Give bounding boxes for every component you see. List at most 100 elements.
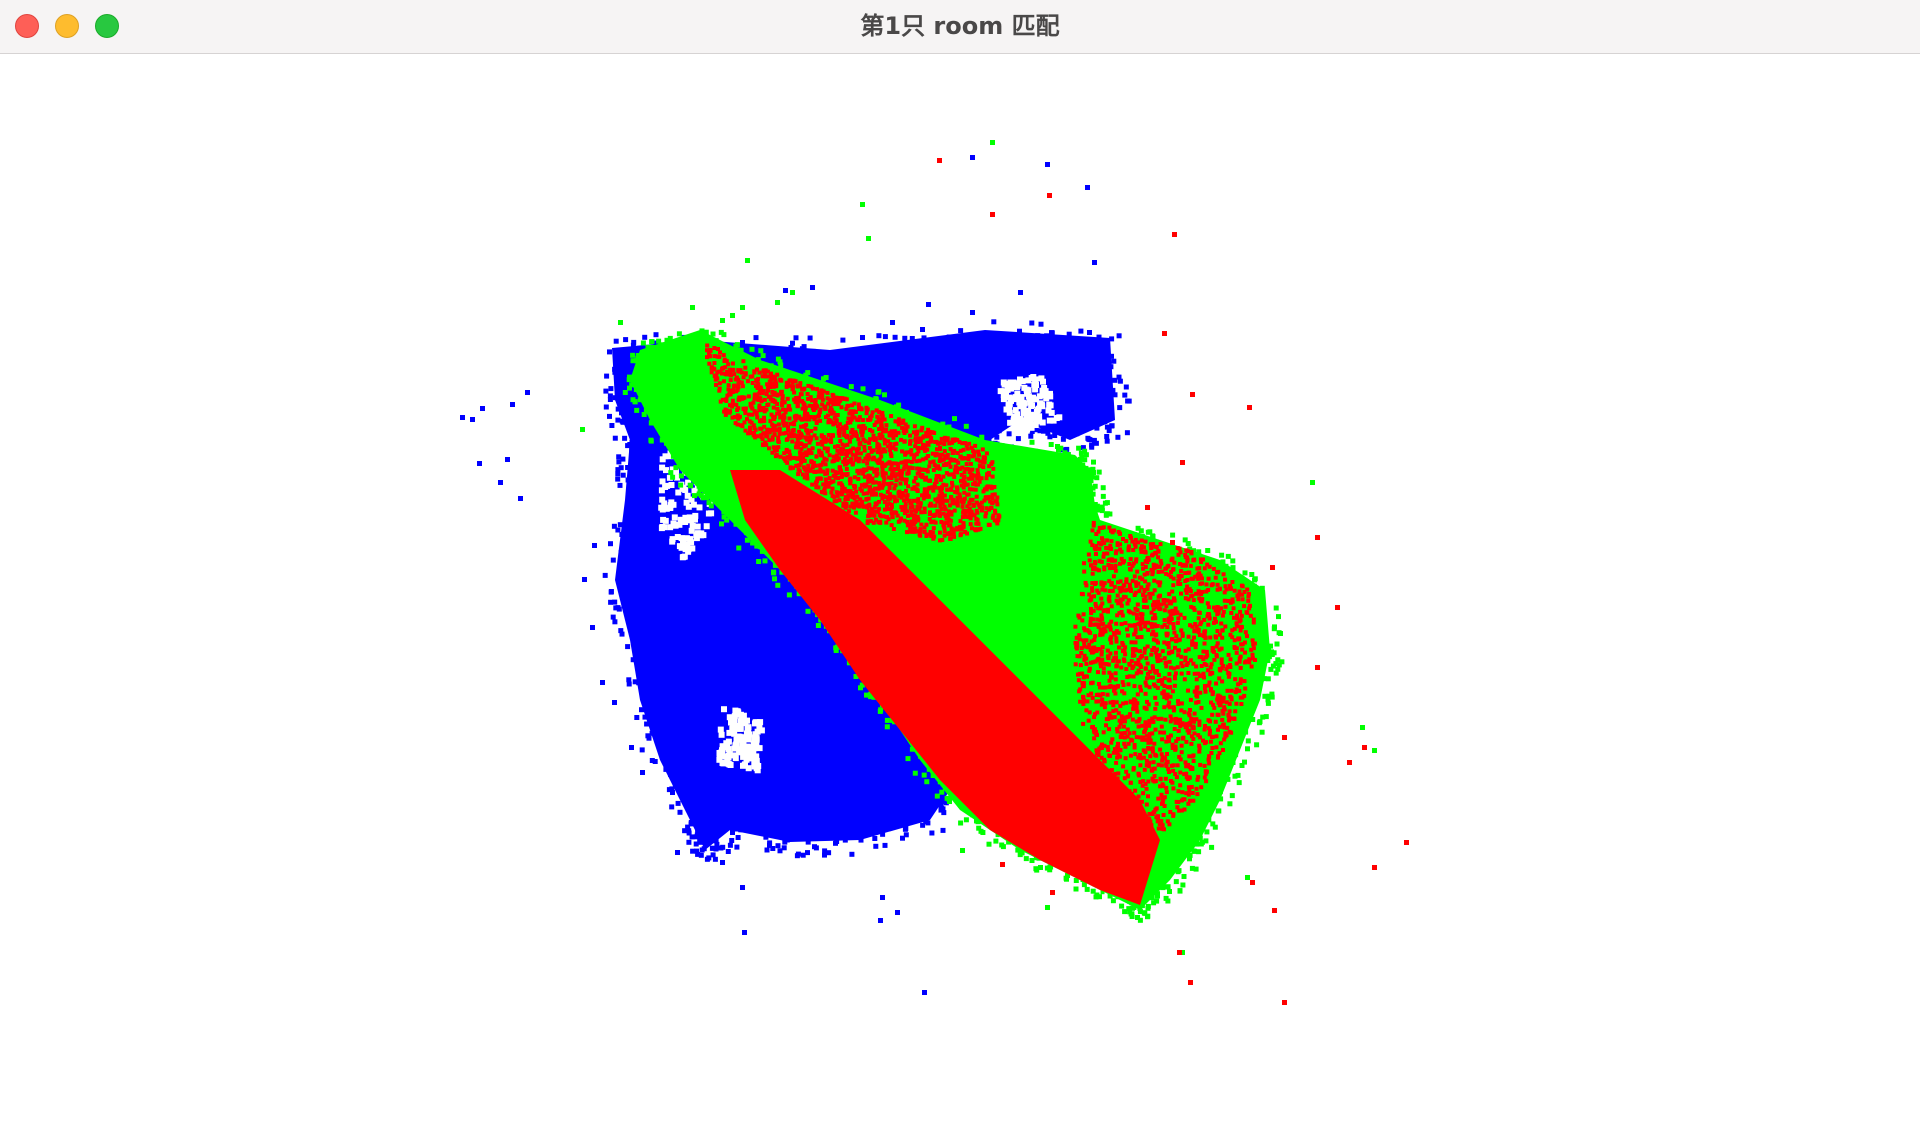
green-point: [1125, 657, 1130, 662]
green-point: [648, 438, 654, 444]
red-point: [823, 462, 828, 467]
green-point: [1086, 724, 1091, 729]
source-point: [612, 395, 618, 401]
red-point: [880, 464, 885, 469]
green-point: [1163, 895, 1169, 901]
green-point: [711, 494, 717, 500]
green-point: [1105, 567, 1110, 572]
green-point: [1075, 674, 1080, 679]
green-point: [1055, 444, 1060, 449]
source-point: [903, 832, 909, 838]
green-point: [1078, 470, 1084, 476]
source-gap: [1016, 399, 1023, 406]
source-point: [782, 839, 788, 845]
red-point: [763, 374, 768, 379]
source-point: [612, 366, 618, 372]
green-point: [1104, 680, 1109, 685]
green-point: [703, 329, 709, 335]
green-point: [1104, 752, 1109, 757]
red-point: [899, 505, 904, 509]
red-point: [705, 348, 709, 353]
red-point: [903, 422, 908, 427]
source-point: [1094, 425, 1100, 431]
green-point: [1152, 859, 1157, 864]
green-point: [860, 386, 866, 392]
red-point: [931, 536, 936, 541]
green-point: [1258, 635, 1264, 641]
green-point: [1181, 742, 1186, 747]
red-point: [889, 432, 894, 437]
source-gap: [1035, 405, 1042, 412]
red-point: [948, 464, 953, 469]
red-point: [758, 385, 763, 390]
point-cloud-viewport[interactable]: [0, 55, 1920, 1130]
red-point: [740, 384, 745, 389]
green-point: [1131, 678, 1136, 683]
source-point: [672, 783, 678, 789]
source-gap: [1031, 381, 1038, 388]
red-point: [871, 436, 876, 441]
red-point: [921, 442, 925, 447]
red-point: [889, 523, 894, 528]
close-button[interactable]: [15, 14, 39, 38]
source-point: [619, 410, 624, 416]
red-point: [720, 397, 725, 402]
red-point: [908, 529, 913, 534]
green-point: [1100, 619, 1105, 624]
zoom-button[interactable]: [95, 14, 119, 38]
minimize-button[interactable]: [55, 14, 79, 38]
red-point: [843, 462, 847, 467]
source-point: [791, 359, 797, 365]
red-point: [968, 470, 973, 475]
source-point: [607, 397, 613, 402]
source-point: [770, 846, 776, 851]
green-outlier: [745, 258, 750, 263]
red-point: [972, 450, 977, 455]
green-point: [630, 358, 636, 364]
red-point: [765, 403, 770, 407]
source-point: [842, 837, 848, 843]
green-point: [1101, 649, 1106, 654]
title-bar[interactable]: 第1只 room 匹配: [0, 0, 1920, 54]
red-point: [926, 532, 931, 537]
source-point: [1108, 402, 1114, 408]
green-point: [1166, 775, 1171, 779]
green-point: [1011, 447, 1017, 453]
red-point: [915, 514, 920, 519]
source-point: [712, 856, 718, 862]
red-point: [846, 493, 851, 498]
green-point: [1163, 815, 1167, 820]
source-gap: [659, 478, 666, 485]
red-point: [887, 482, 892, 486]
green-point: [741, 519, 747, 525]
green-point: [1033, 866, 1039, 872]
red-point: [848, 409, 853, 414]
source-gap: [725, 752, 732, 759]
source-point: [872, 836, 878, 841]
source-gap: [662, 517, 669, 524]
source-point: [608, 541, 613, 547]
window-title: 第1只 room 匹配: [860, 12, 1060, 40]
green-point: [1209, 844, 1215, 850]
source-gap: [1042, 388, 1049, 395]
red-point: [965, 504, 970, 509]
source-point: [876, 333, 882, 339]
red-point: [763, 442, 768, 447]
red-point: [826, 420, 831, 425]
red-point: [914, 459, 919, 464]
red-point: [771, 384, 776, 389]
red-point: [839, 405, 844, 410]
red-point: [873, 480, 878, 485]
green-point: [1084, 624, 1089, 629]
red-point: [844, 495, 848, 500]
red-point: [808, 438, 813, 443]
red-point: [949, 487, 954, 492]
green-point: [1078, 659, 1083, 664]
source-point: [866, 353, 872, 358]
green-point: [1254, 742, 1260, 748]
source-outlier: [640, 770, 645, 775]
red-point: [933, 497, 938, 502]
point-cloud-canvas[interactable]: [0, 55, 1920, 1130]
source-point: [764, 847, 770, 853]
red-point: [916, 449, 921, 454]
